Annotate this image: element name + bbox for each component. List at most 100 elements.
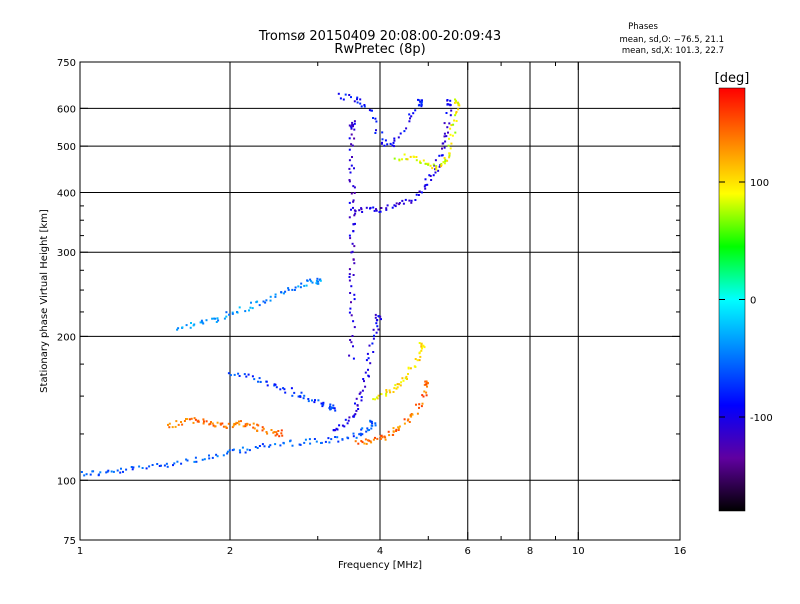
data-point <box>211 422 214 425</box>
data-point <box>446 103 449 106</box>
data-point <box>352 200 355 203</box>
data-point <box>422 395 425 398</box>
data-point <box>415 403 417 406</box>
data-point <box>303 284 306 287</box>
data-point <box>203 420 205 423</box>
data-point <box>350 314 353 317</box>
data-point <box>256 430 259 432</box>
data-point <box>349 237 352 240</box>
data-point <box>346 422 349 425</box>
data-point <box>175 420 178 423</box>
data-point <box>348 279 351 282</box>
data-point <box>414 358 417 360</box>
data-point <box>370 441 373 444</box>
data-point <box>419 160 422 163</box>
data-point <box>299 286 302 289</box>
data-point <box>352 206 354 209</box>
data-point <box>379 435 382 438</box>
data-point <box>348 179 351 181</box>
data-point <box>265 380 268 383</box>
data-point <box>339 97 342 100</box>
data-point <box>359 98 362 101</box>
data-point <box>424 380 427 383</box>
data-point <box>371 424 374 427</box>
data-point <box>420 405 423 408</box>
data-point <box>374 424 377 427</box>
data-point <box>176 460 179 463</box>
data-point <box>424 162 427 165</box>
data-point <box>257 424 260 427</box>
data-point <box>435 165 438 168</box>
data-point <box>186 418 189 420</box>
data-point <box>371 109 373 112</box>
data-point <box>226 450 229 453</box>
data-point <box>172 464 174 467</box>
x-tick-label: 16 <box>674 546 687 557</box>
data-point <box>332 429 335 432</box>
data-point <box>348 416 351 419</box>
data-point <box>418 99 421 102</box>
data-point <box>371 342 374 345</box>
data-point <box>408 113 411 116</box>
data-point <box>262 427 265 430</box>
data-point <box>287 287 290 290</box>
data-point <box>238 420 240 423</box>
data-point <box>329 403 332 406</box>
data-point <box>231 449 234 452</box>
data-point <box>194 418 197 421</box>
data-point <box>278 435 281 438</box>
data-point <box>314 399 316 402</box>
data-point <box>348 201 351 204</box>
data-point <box>450 124 453 127</box>
data-point <box>395 202 398 205</box>
data-point <box>265 431 268 433</box>
data-point <box>353 192 356 194</box>
data-point <box>130 466 133 468</box>
data-point <box>360 207 363 210</box>
data-point <box>432 163 435 166</box>
data-point <box>183 420 186 422</box>
data-point <box>419 100 422 103</box>
data-point <box>91 470 94 473</box>
data-point <box>360 208 363 211</box>
data-point <box>352 125 354 128</box>
data-point <box>361 433 364 436</box>
data-point <box>454 98 456 101</box>
data-point <box>226 452 229 455</box>
data-point <box>320 402 323 405</box>
data-point <box>360 399 363 402</box>
data-point <box>410 115 413 118</box>
data-point <box>357 442 360 445</box>
data-point <box>432 174 435 177</box>
data-point <box>374 316 377 319</box>
data-point <box>388 389 391 392</box>
data-point <box>352 320 355 323</box>
data-point <box>380 434 383 437</box>
y-tick-label: 300 <box>57 248 76 259</box>
data-point <box>254 446 257 448</box>
data-point <box>168 426 171 429</box>
data-point <box>398 158 401 161</box>
data-point <box>348 311 351 314</box>
data-point <box>392 427 395 430</box>
data-point <box>408 421 411 423</box>
data-point <box>201 458 204 461</box>
data-point <box>196 420 199 423</box>
data-point <box>350 341 353 344</box>
x-tick-label: 10 <box>572 546 585 557</box>
data-point <box>447 144 450 147</box>
data-point <box>387 430 390 433</box>
data-point <box>259 380 262 383</box>
data-point <box>222 454 225 457</box>
data-point <box>385 389 388 391</box>
data-point <box>420 100 423 103</box>
data-point <box>270 429 273 431</box>
data-point <box>83 474 86 477</box>
data-point <box>420 347 423 350</box>
data-point <box>275 431 278 434</box>
data-point <box>413 365 416 368</box>
data-point <box>353 326 356 329</box>
data-point <box>190 417 193 420</box>
data-point <box>279 388 282 391</box>
data-point <box>317 280 320 283</box>
